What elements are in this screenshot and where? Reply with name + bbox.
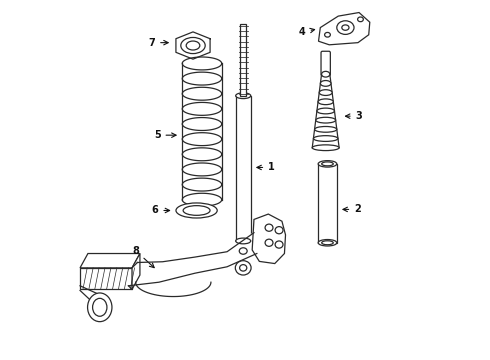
Ellipse shape: [183, 206, 210, 215]
Ellipse shape: [316, 117, 336, 123]
Ellipse shape: [322, 162, 333, 166]
Ellipse shape: [358, 17, 364, 22]
Text: 8: 8: [132, 246, 154, 267]
Polygon shape: [318, 13, 370, 45]
Ellipse shape: [321, 71, 330, 77]
Ellipse shape: [265, 224, 273, 231]
Polygon shape: [252, 214, 286, 264]
Bar: [318, 164, 337, 243]
Text: 5: 5: [154, 130, 176, 140]
Ellipse shape: [314, 136, 338, 141]
Polygon shape: [132, 253, 140, 289]
Ellipse shape: [318, 239, 337, 246]
Ellipse shape: [342, 25, 349, 30]
Polygon shape: [80, 268, 132, 289]
Ellipse shape: [317, 108, 335, 114]
Text: 4: 4: [299, 27, 315, 37]
Ellipse shape: [312, 145, 339, 150]
Ellipse shape: [319, 90, 332, 95]
Ellipse shape: [240, 265, 247, 271]
Polygon shape: [80, 253, 140, 268]
FancyBboxPatch shape: [321, 51, 330, 76]
Ellipse shape: [88, 293, 112, 321]
Ellipse shape: [236, 93, 251, 99]
Text: 3: 3: [345, 111, 363, 121]
Ellipse shape: [318, 161, 337, 167]
Ellipse shape: [181, 37, 205, 54]
Polygon shape: [128, 233, 257, 286]
Text: 1: 1: [257, 162, 275, 172]
Ellipse shape: [275, 241, 283, 248]
Text: 6: 6: [151, 206, 170, 216]
Ellipse shape: [337, 21, 354, 35]
Ellipse shape: [275, 226, 283, 234]
Ellipse shape: [176, 203, 217, 218]
Bar: [240, 24, 246, 96]
Ellipse shape: [235, 261, 251, 275]
Ellipse shape: [265, 239, 273, 246]
Ellipse shape: [239, 248, 247, 254]
Bar: [236, 96, 251, 241]
Ellipse shape: [186, 41, 200, 50]
Ellipse shape: [324, 32, 330, 37]
Ellipse shape: [315, 126, 337, 132]
Ellipse shape: [236, 238, 251, 244]
Text: 2: 2: [343, 204, 361, 215]
Ellipse shape: [235, 244, 251, 258]
Ellipse shape: [320, 81, 331, 86]
Text: 7: 7: [148, 38, 168, 48]
Ellipse shape: [322, 241, 333, 245]
Ellipse shape: [318, 99, 333, 105]
Ellipse shape: [93, 298, 107, 316]
